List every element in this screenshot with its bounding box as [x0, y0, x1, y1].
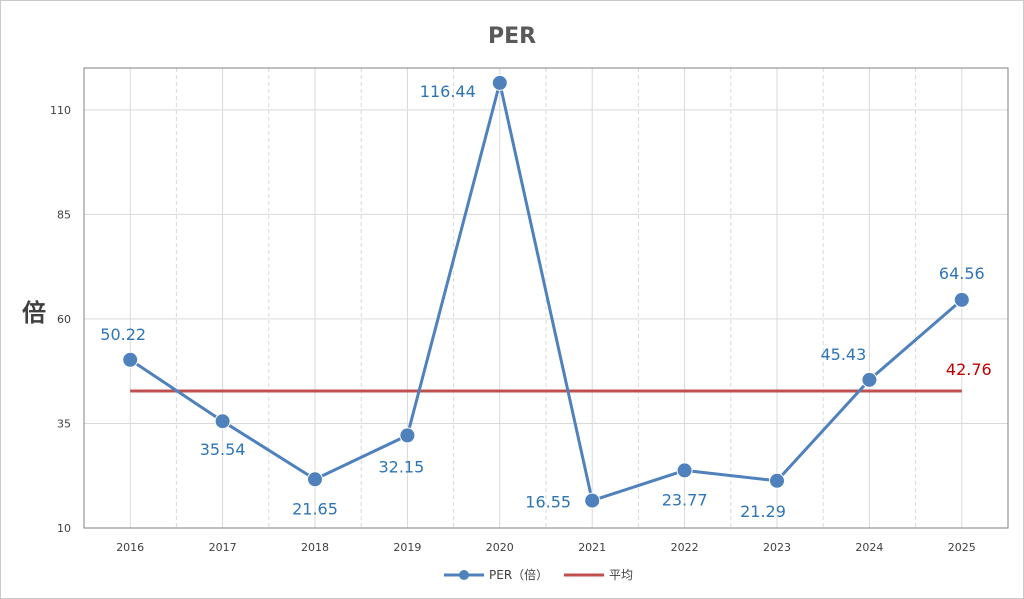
y-tick-label: 10	[57, 522, 71, 535]
y-tick-label: 60	[57, 313, 71, 326]
per-point	[676, 462, 693, 479]
legend-per-label: PER（倍）	[489, 567, 548, 582]
per-point	[122, 351, 139, 368]
per-line	[129, 81, 963, 503]
per-data-label: 21.65	[292, 499, 338, 518]
x-tick-label: 2020	[486, 541, 514, 554]
legend-average-label: 平均	[609, 568, 633, 582]
plot-area	[83, 67, 1009, 529]
average-data-label: 42.76	[946, 360, 992, 379]
per-data-label: 21.29	[740, 502, 786, 521]
y-tick-label: 110	[50, 104, 71, 117]
y-tick-label: 85	[57, 208, 71, 221]
per-point	[214, 413, 231, 430]
per-data-label: 116.44	[420, 82, 476, 101]
per-data-label: 16.55	[525, 493, 571, 512]
y-axis-label: 倍	[22, 299, 46, 327]
average-series: 42.76	[130, 360, 992, 393]
per-series	[122, 74, 970, 509]
data-labels: 50.22 35.54 21.65 32.15 116.44 16.55 23.77 21.2…	[100, 82, 984, 521]
y-tick-labels: 10 35 60 85 110	[50, 104, 71, 535]
per-point	[584, 492, 601, 509]
per-point	[307, 471, 323, 488]
per-point	[769, 472, 785, 489]
x-tick-label: 2024	[855, 541, 883, 554]
x-tick-labels: 2016 2017 2018 2019 2020 2021 2022 2023 2024 2025	[116, 541, 976, 554]
per-data-label: 23.77	[662, 490, 708, 509]
x-tick-label: 2016	[116, 541, 144, 554]
x-tick-label: 2018	[301, 541, 329, 554]
x-tick-label: 2025	[948, 541, 976, 554]
per-data-label: 50.22	[100, 325, 146, 344]
x-tick-label: 2019	[393, 541, 421, 554]
per-data-label: 45.43	[820, 345, 866, 364]
gridlines	[83, 68, 1009, 529]
per-point	[953, 291, 970, 308]
per-data-label: 32.15	[378, 457, 424, 476]
y-tick-label: 35	[57, 417, 71, 430]
x-tick-label: 2023	[763, 541, 791, 554]
x-tick-label: 2017	[209, 541, 237, 554]
x-tick-label: 2021	[578, 541, 606, 554]
legend: PER（倍） 平均	[444, 567, 633, 582]
per-point	[399, 427, 416, 444]
x-tick-label: 2022	[671, 541, 699, 554]
per-point	[491, 74, 508, 91]
legend-per-marker	[459, 570, 469, 580]
per-data-label: 64.56	[939, 264, 985, 283]
per-data-label: 35.54	[200, 440, 246, 459]
chart-title: PER	[488, 24, 536, 49]
per-point	[861, 371, 878, 388]
